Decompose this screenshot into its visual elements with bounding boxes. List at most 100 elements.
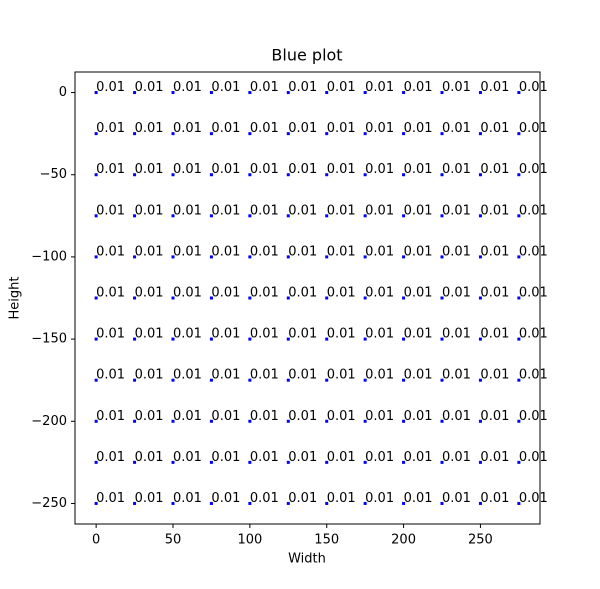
value-label: 0.01 — [288, 121, 317, 136]
value-label: 0.01 — [480, 203, 509, 218]
value-label: 0.01 — [442, 368, 471, 383]
value-label: 0.01 — [327, 368, 356, 383]
point — [248, 460, 252, 464]
point — [363, 173, 367, 177]
value-label: 0.01 — [480, 244, 509, 259]
point — [248, 214, 252, 218]
value-label: 0.01 — [250, 450, 279, 465]
point — [248, 296, 252, 300]
value-label: 0.01 — [519, 286, 548, 301]
value-label: 0.01 — [288, 244, 317, 259]
value-label: 0.01 — [250, 244, 279, 259]
value-label: 0.01 — [442, 203, 471, 218]
point — [171, 214, 175, 218]
value-label: 0.01 — [288, 368, 317, 383]
value-label: 0.01 — [288, 409, 317, 424]
point — [209, 337, 213, 341]
value-label: 0.01 — [480, 450, 509, 465]
value-label: 0.01 — [442, 286, 471, 301]
value-label: 0.01 — [135, 203, 164, 218]
value-label: 0.01 — [135, 80, 164, 95]
point — [325, 132, 329, 136]
point — [402, 378, 406, 382]
value-label: 0.01 — [96, 327, 125, 342]
point — [478, 91, 482, 95]
point — [517, 214, 521, 218]
point — [248, 501, 252, 505]
y-tick-label: −50 — [40, 167, 67, 182]
point — [325, 337, 329, 341]
point — [94, 173, 98, 177]
point — [440, 173, 444, 177]
point — [248, 419, 252, 423]
point — [94, 91, 98, 95]
value-label: 0.01 — [135, 409, 164, 424]
value-label: 0.01 — [365, 286, 394, 301]
value-label: 0.01 — [519, 244, 548, 259]
value-label: 0.01 — [365, 203, 394, 218]
point — [94, 419, 98, 423]
point — [363, 460, 367, 464]
value-label: 0.01 — [250, 327, 279, 342]
value-label: 0.01 — [250, 491, 279, 506]
value-label: 0.01 — [250, 121, 279, 136]
value-label: 0.01 — [173, 409, 202, 424]
value-label: 0.01 — [211, 409, 240, 424]
point — [171, 419, 175, 423]
value-label: 0.01 — [365, 409, 394, 424]
value-label: 0.01 — [250, 368, 279, 383]
value-label: 0.01 — [135, 121, 164, 136]
value-label: 0.01 — [519, 368, 548, 383]
value-label: 0.01 — [250, 409, 279, 424]
value-label: 0.01 — [404, 368, 433, 383]
value-label: 0.01 — [173, 244, 202, 259]
point — [209, 91, 213, 95]
point — [94, 132, 98, 136]
value-label: 0.01 — [288, 286, 317, 301]
value-label: 0.01 — [327, 409, 356, 424]
point — [440, 419, 444, 423]
value-label: 0.01 — [250, 286, 279, 301]
value-label: 0.01 — [96, 368, 125, 383]
value-label: 0.01 — [135, 286, 164, 301]
value-label: 0.01 — [173, 450, 202, 465]
point — [133, 214, 137, 218]
point — [478, 214, 482, 218]
y-tick-label: −100 — [31, 249, 67, 264]
value-label: 0.01 — [365, 121, 394, 136]
value-label: 0.01 — [211, 368, 240, 383]
point — [402, 214, 406, 218]
value-label: 0.01 — [96, 203, 125, 218]
value-label: 0.01 — [327, 162, 356, 177]
point — [209, 255, 213, 259]
chart-title: Blue plot — [271, 46, 342, 65]
value-label: 0.01 — [365, 327, 394, 342]
point — [286, 337, 290, 341]
point — [517, 173, 521, 177]
point — [402, 337, 406, 341]
point — [478, 460, 482, 464]
value-label: 0.01 — [480, 121, 509, 136]
value-label: 0.01 — [173, 80, 202, 95]
point — [133, 378, 137, 382]
point — [440, 378, 444, 382]
point — [478, 296, 482, 300]
value-label: 0.01 — [135, 450, 164, 465]
point — [440, 214, 444, 218]
value-label: 0.01 — [442, 491, 471, 506]
value-label: 0.01 — [135, 244, 164, 259]
point — [325, 460, 329, 464]
value-label: 0.01 — [288, 450, 317, 465]
point — [363, 91, 367, 95]
point — [133, 255, 137, 259]
value-label: 0.01 — [365, 450, 394, 465]
point — [94, 378, 98, 382]
value-label: 0.01 — [365, 80, 394, 95]
value-label: 0.01 — [96, 121, 125, 136]
point — [478, 337, 482, 341]
point — [171, 501, 175, 505]
point — [517, 91, 521, 95]
value-label: 0.01 — [365, 368, 394, 383]
value-label: 0.01 — [442, 121, 471, 136]
